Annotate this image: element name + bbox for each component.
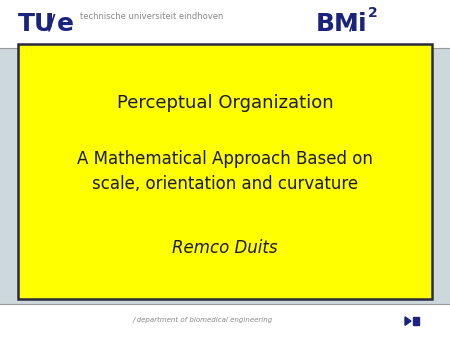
Text: A Mathematical Approach Based on
scale, orientation and curvature: A Mathematical Approach Based on scale, … [77, 150, 373, 193]
Polygon shape [413, 317, 419, 325]
Text: Perceptual Organization: Perceptual Organization [117, 94, 333, 112]
Text: /: / [48, 14, 55, 34]
Text: /: / [349, 14, 356, 34]
Bar [0, 304, 450, 338]
Text: e: e [57, 12, 74, 36]
Text: Remco Duits: Remco Duits [172, 239, 278, 257]
Text: technische universiteit eindhoven: technische universiteit eindhoven [80, 12, 223, 21]
Bar [0, 0, 450, 48]
Text: i: i [358, 12, 367, 36]
Text: 2: 2 [368, 6, 378, 20]
Text: / department of biomedical engineering: / department of biomedical engineering [132, 317, 273, 323]
Text: TU: TU [18, 12, 55, 36]
Polygon shape [405, 317, 411, 325]
Text: BM: BM [316, 12, 360, 36]
Bar [18, 44, 432, 299]
